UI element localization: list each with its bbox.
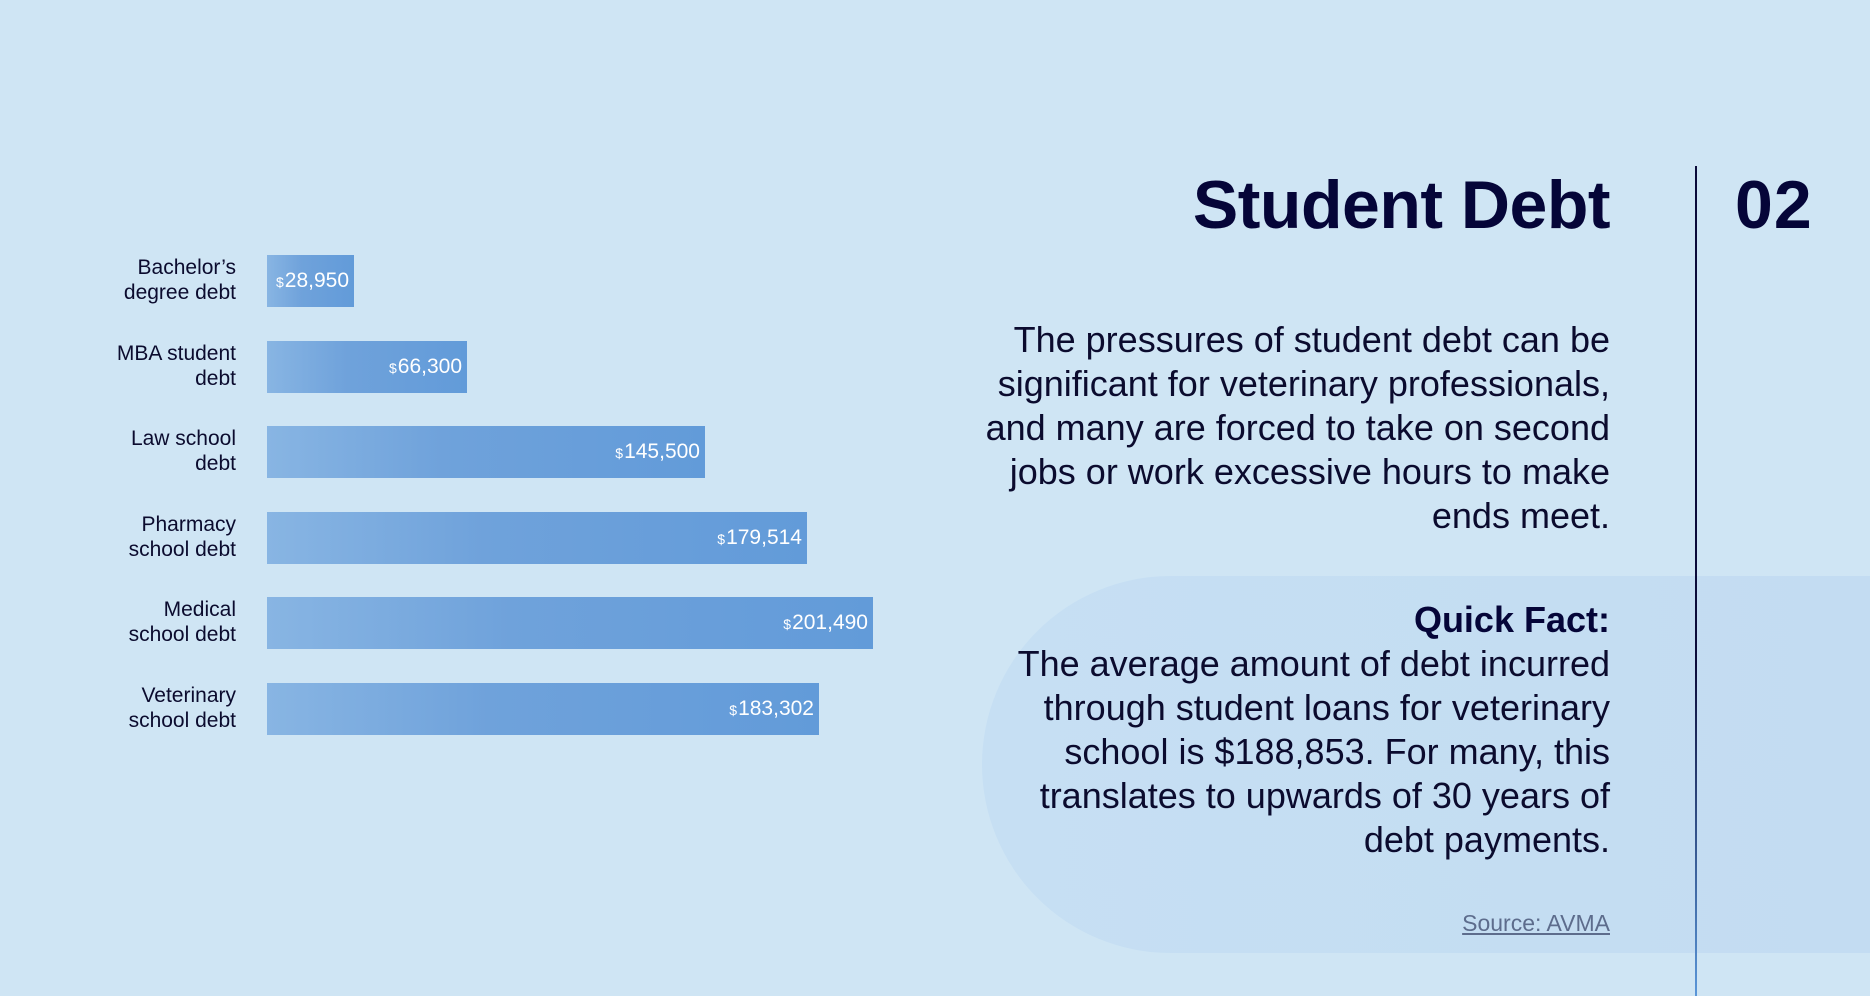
bar-category-label-line: Medical xyxy=(163,598,236,622)
bar-category-label: Medical school debt xyxy=(60,597,236,647)
bar-category-label-line: school debt xyxy=(128,709,236,732)
bar-value-number: 183,302 xyxy=(738,697,814,720)
bar-value-number: 66,300 xyxy=(397,354,462,378)
bar-category-label-line: Veterinary xyxy=(141,684,236,707)
currency-symbol: $ xyxy=(388,359,397,376)
quick-fact-text: The average amount of debt incurred thro… xyxy=(1017,643,1610,860)
bar-category-label-line: MBA student xyxy=(116,341,236,365)
bar-row: Medical school debt $201,490 xyxy=(0,597,960,650)
bar: $201,490 xyxy=(267,597,873,650)
bar-category-label-line: Law school xyxy=(130,427,236,451)
bar-row: MBA student debt $66,300 xyxy=(0,340,960,394)
vertical-divider xyxy=(1695,166,1697,996)
bar-value-number: 145,500 xyxy=(624,440,700,464)
currency-symbol: $ xyxy=(275,274,284,290)
bar-category-label: Veterinary school debt xyxy=(60,683,236,733)
bar-row: Pharmacy school debt $179,514 xyxy=(0,511,960,565)
bar-category-label: MBA student debt xyxy=(60,341,236,391)
bar-value-label: $183,302 xyxy=(729,683,814,736)
bar-row: Veterinary school debt $183,302 xyxy=(0,683,960,735)
bar-category-label-line: degree debt xyxy=(123,281,236,304)
bar-category-label-line: debt xyxy=(195,452,236,476)
bar: $183,302 xyxy=(267,683,819,735)
bar: $179,514 xyxy=(267,511,807,565)
bar: $66,300 xyxy=(267,340,467,394)
currency-symbol: $ xyxy=(615,445,624,462)
page-number: 02 xyxy=(1735,167,1813,243)
currency-symbol: $ xyxy=(783,616,792,633)
bar-row: Bachelor’s degree debt $28,950 xyxy=(0,255,960,307)
debt-bar-chart: Bachelor’s degree debt $28,950 MBA student d… xyxy=(0,0,960,800)
bar-category-label: Pharmacy school debt xyxy=(60,512,236,562)
bar: $145,500 xyxy=(267,426,705,479)
currency-symbol: $ xyxy=(729,702,738,718)
currency-symbol: $ xyxy=(717,530,726,547)
bar-value-number: 28,950 xyxy=(284,269,349,292)
bar-value-label: $145,500 xyxy=(615,426,700,479)
quick-fact-heading: Quick Fact: xyxy=(1413,599,1610,640)
bar-category-label-line: school debt xyxy=(128,623,236,647)
bar: $28,950 xyxy=(267,255,354,307)
bar-row: Law school debt $145,500 xyxy=(0,426,960,479)
source-link[interactable]: Source: AVMA xyxy=(1462,910,1610,936)
bar-value-label: $201,490 xyxy=(783,597,868,650)
page-title: Student Debt xyxy=(1192,167,1611,243)
intro-paragraph: The pressures of student debt can be sig… xyxy=(985,319,1610,536)
bar-category-label-line: debt xyxy=(195,366,236,390)
bar-value-number: 201,490 xyxy=(792,611,868,635)
bar-category-label: Bachelor’s degree debt xyxy=(60,255,236,305)
bar-category-label: Law school debt xyxy=(60,426,236,476)
bar-value-label: $28,950 xyxy=(276,255,349,308)
bar-value-label: $66,300 xyxy=(389,341,462,394)
bar-category-label-line: Pharmacy xyxy=(141,512,236,536)
bar-value-label: $179,514 xyxy=(717,512,802,565)
bar-value-number: 179,514 xyxy=(726,525,802,549)
bar-category-label-line: Bachelor’s xyxy=(137,256,236,279)
bar-category-label-line: school debt xyxy=(128,537,236,561)
quick-fact-panel xyxy=(982,576,1870,953)
